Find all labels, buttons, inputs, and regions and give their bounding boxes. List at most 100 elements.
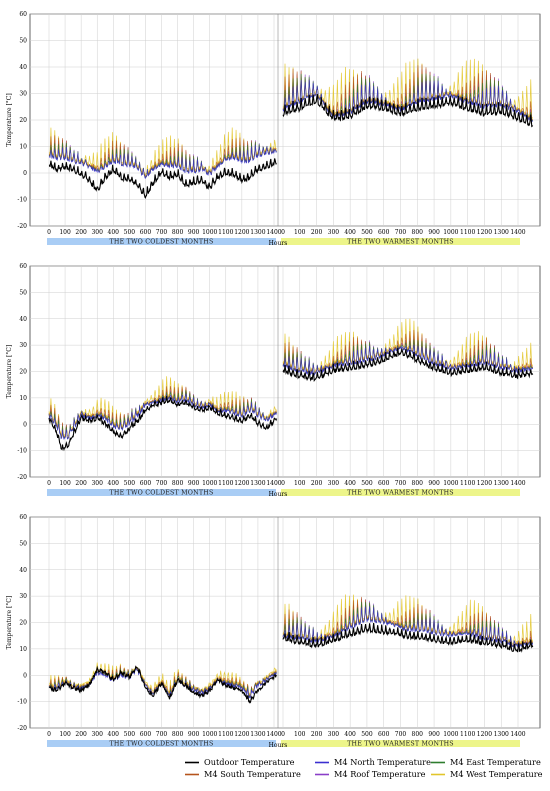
cold-x-tick-label: 700 bbox=[156, 229, 168, 236]
cold-x-tick-label: 300 bbox=[91, 480, 103, 487]
cold-x-tick-label: 1200 bbox=[234, 480, 249, 487]
warm-series-outdoor bbox=[282, 94, 534, 128]
cold-series-west bbox=[48, 127, 277, 176]
y-tick-label: 20 bbox=[19, 620, 27, 627]
y-tick-label: -20 bbox=[17, 474, 27, 481]
cold-x-tick-label: 200 bbox=[75, 229, 87, 236]
legend-label: M4 West Temperature bbox=[450, 769, 543, 779]
warm-x-tick-label: 100 bbox=[294, 480, 306, 487]
warm-x-tick-label: 0 bbox=[281, 229, 285, 236]
warm-x-tick-label: 900 bbox=[428, 731, 440, 738]
cold-series-west bbox=[48, 662, 277, 696]
y-tick-label: 10 bbox=[19, 395, 27, 402]
legend-label: M4 East Temperature bbox=[450, 757, 541, 767]
warm-series-outdoor bbox=[282, 347, 534, 383]
warm-x-tick-label: 500 bbox=[361, 731, 373, 738]
warm-x-tick-label: 600 bbox=[378, 731, 390, 738]
cold-x-tick-label: 500 bbox=[124, 731, 136, 738]
cold-months-band bbox=[47, 489, 276, 496]
warm-x-tick-label: 700 bbox=[395, 229, 407, 236]
cold-x-tick-label: 700 bbox=[156, 480, 168, 487]
cold-x-tick-label: 1100 bbox=[218, 480, 233, 487]
cold-series-north bbox=[48, 393, 277, 440]
y-tick-label: 30 bbox=[19, 342, 27, 349]
cold-series-outdoor bbox=[48, 665, 277, 704]
warm-x-tick-label: 1400 bbox=[510, 731, 525, 738]
cold-x-tick-label: 800 bbox=[172, 229, 184, 236]
warm-x-tick-label: 1100 bbox=[460, 480, 475, 487]
y-tick-label: 30 bbox=[19, 593, 27, 600]
warm-x-tick-label: 900 bbox=[428, 229, 440, 236]
cold-x-tick-label: 500 bbox=[124, 480, 136, 487]
cold-x-tick-label: 600 bbox=[140, 229, 152, 236]
warm-x-tick-label: 1000 bbox=[443, 229, 458, 236]
warm-x-tick-label: 0 bbox=[281, 731, 285, 738]
cold-x-tick-label: 100 bbox=[59, 480, 71, 487]
warm-x-tick-label: 100 bbox=[294, 731, 306, 738]
cold-x-tick-label: 1000 bbox=[202, 480, 217, 487]
y-tick-label: 0 bbox=[23, 672, 27, 679]
warm-series-north bbox=[282, 344, 534, 377]
y-tick-label: 60 bbox=[19, 514, 27, 521]
cold-x-tick-label: 1100 bbox=[218, 731, 233, 738]
warm-x-tick-label: 1200 bbox=[477, 731, 492, 738]
warm-x-tick-label: 200 bbox=[311, 731, 323, 738]
warm-x-tick-label: 500 bbox=[361, 480, 373, 487]
warm-series-north bbox=[282, 79, 534, 123]
legend-label: M4 Roof Temperature bbox=[334, 769, 426, 779]
warm-x-tick-label: 1200 bbox=[477, 229, 492, 236]
cold-months-label: THE TWO COLDEST MONTHS bbox=[110, 741, 214, 748]
warm-x-tick-label: 800 bbox=[412, 229, 424, 236]
y-tick-label: 0 bbox=[23, 170, 27, 177]
cold-x-tick-label: 0 bbox=[47, 480, 51, 487]
y-tick-label: 50 bbox=[19, 38, 27, 45]
cold-x-tick-label: 800 bbox=[172, 731, 184, 738]
warm-months-band bbox=[281, 489, 520, 496]
cold-series-north bbox=[48, 144, 277, 179]
cold-x-tick-label: 800 bbox=[172, 480, 184, 487]
warm-x-tick-label: 800 bbox=[412, 731, 424, 738]
cold-months-label: THE TWO COLDEST MONTHS bbox=[110, 490, 214, 497]
legend: Outdoor Temperature M4 North Temperature M… bbox=[185, 757, 543, 779]
cold-x-tick-label: 700 bbox=[156, 731, 168, 738]
x-axis-unit-label: Hours bbox=[269, 491, 288, 498]
cold-x-tick-label: 900 bbox=[188, 229, 200, 236]
warm-x-tick-label: 1100 bbox=[460, 731, 475, 738]
y-tick-label: 60 bbox=[19, 263, 27, 270]
warm-x-tick-label: 600 bbox=[378, 480, 390, 487]
y-tick-label: 0 bbox=[23, 421, 27, 428]
cold-x-tick-label: 1300 bbox=[250, 480, 265, 487]
warm-x-tick-label: 100 bbox=[294, 229, 306, 236]
legend-label: M4 North Temperature bbox=[334, 757, 431, 767]
warm-x-tick-label: 400 bbox=[344, 229, 356, 236]
warm-x-tick-label: 1300 bbox=[494, 731, 509, 738]
cold-x-tick-label: 0 bbox=[47, 229, 51, 236]
warm-x-tick-label: 700 bbox=[395, 731, 407, 738]
cold-series-outdoor bbox=[48, 396, 278, 452]
warm-months-label: THE TWO WARMEST MONTHS bbox=[347, 741, 454, 748]
cold-x-tick-label: 900 bbox=[188, 480, 200, 487]
cold-x-tick-label: 0 bbox=[47, 731, 51, 738]
cold-x-tick-label: 1100 bbox=[218, 229, 233, 236]
y-tick-label: 20 bbox=[19, 369, 27, 376]
cold-x-tick-label: 500 bbox=[124, 229, 136, 236]
cold-months-label: THE TWO COLDEST MONTHS bbox=[110, 239, 214, 246]
y-tick-label: 20 bbox=[19, 117, 27, 124]
y-tick-label: -20 bbox=[17, 223, 27, 230]
cold-x-tick-label: 400 bbox=[108, 731, 120, 738]
warm-x-tick-label: 1400 bbox=[510, 229, 525, 236]
cold-x-tick-label: 600 bbox=[140, 480, 152, 487]
cold-x-tick-label: 300 bbox=[91, 229, 103, 236]
cold-x-tick-label: 1000 bbox=[202, 229, 217, 236]
y-axis-label: Temperature [°C] bbox=[6, 345, 13, 399]
warm-x-tick-label: 400 bbox=[344, 731, 356, 738]
cold-x-tick-label: 1400 bbox=[266, 229, 281, 236]
y-tick-label: -10 bbox=[17, 699, 27, 706]
warm-x-tick-label: 400 bbox=[344, 480, 356, 487]
warm-x-tick-label: 1000 bbox=[443, 731, 458, 738]
y-axis-label: Temperature [°C] bbox=[6, 93, 13, 147]
y-tick-label: 50 bbox=[19, 540, 27, 547]
